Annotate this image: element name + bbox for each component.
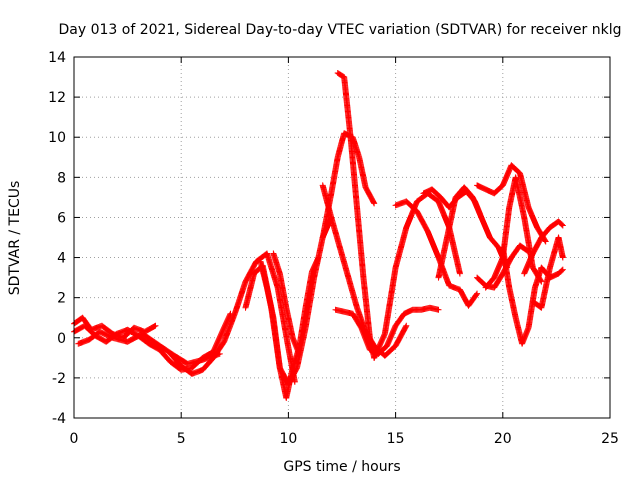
y-tick-label: -4 bbox=[52, 411, 66, 427]
x-tick-label: 5 bbox=[177, 431, 186, 447]
y-tick-label: -2 bbox=[52, 371, 66, 387]
series-track-13 bbox=[392, 198, 481, 309]
data-point bbox=[151, 323, 158, 330]
x-tick-label: 0 bbox=[70, 431, 79, 447]
data-point bbox=[473, 291, 480, 298]
x-tick-label: 10 bbox=[279, 431, 297, 447]
data-point bbox=[542, 238, 549, 245]
series-track-3 bbox=[71, 314, 159, 341]
y-tick-label: 4 bbox=[57, 251, 66, 267]
series-track-2 bbox=[75, 328, 223, 367]
data-point bbox=[474, 290, 481, 297]
series-track-6 bbox=[257, 254, 322, 401]
data-point bbox=[315, 254, 322, 261]
x-tick-label: 20 bbox=[494, 431, 512, 447]
data-point bbox=[435, 306, 442, 313]
y-axis-label: SDTVAR / TECUs bbox=[7, 181, 23, 296]
data-point bbox=[291, 378, 298, 385]
data-point bbox=[402, 323, 409, 330]
data-point bbox=[296, 350, 303, 357]
data-point bbox=[370, 199, 377, 206]
data-marks bbox=[71, 70, 566, 401]
y-tick-label: 12 bbox=[48, 90, 66, 106]
series-track-8 bbox=[319, 130, 378, 241]
series-track-7 bbox=[270, 250, 303, 357]
y-tick-label: 14 bbox=[48, 50, 66, 66]
data-point bbox=[456, 270, 463, 277]
data-point bbox=[371, 200, 378, 207]
data-point bbox=[152, 322, 159, 329]
y-tick-label: 2 bbox=[57, 291, 66, 307]
data-point bbox=[542, 237, 549, 244]
data-point bbox=[403, 322, 410, 329]
x-tick-label: 15 bbox=[387, 431, 405, 447]
y-tick-label: 10 bbox=[48, 130, 66, 146]
series-track-12 bbox=[371, 190, 463, 361]
y-tick-label: 8 bbox=[57, 170, 66, 186]
y-tick-label: 0 bbox=[57, 331, 66, 347]
x-tick-label: 25 bbox=[601, 431, 619, 447]
series-track-11 bbox=[332, 304, 442, 357]
x-axis-label: GPS time / hours bbox=[283, 459, 400, 475]
y-tick-label: 6 bbox=[57, 210, 66, 226]
chart-title: Day 013 of 2021, Sidereal Day-to-day VTE… bbox=[59, 22, 622, 38]
